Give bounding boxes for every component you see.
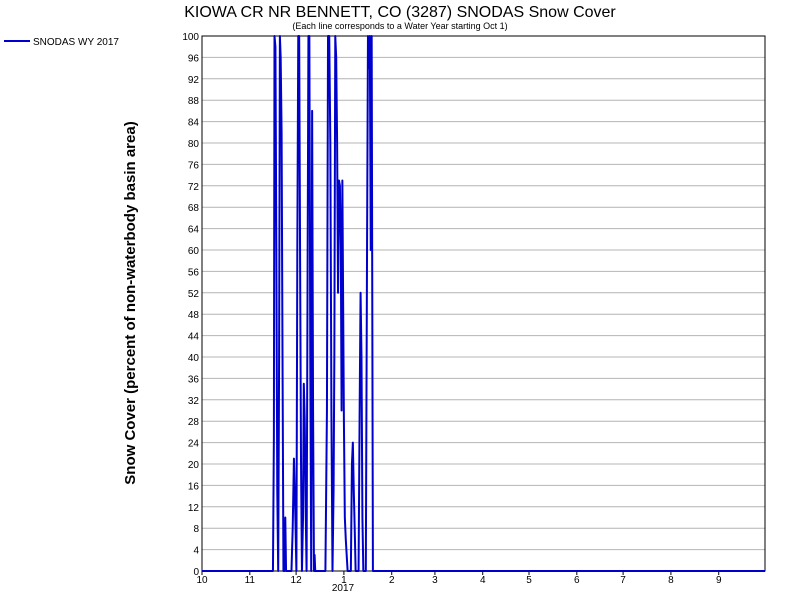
y-tick-label: 56 — [188, 267, 200, 278]
y-tick-label: 52 — [188, 289, 200, 300]
y-tick-label: 4 — [193, 546, 199, 557]
chart-title: KIOWA CR NR BENNETT, CO (3287) SNODAS Sn… — [184, 4, 616, 21]
grid — [201, 35, 765, 575]
y-tick-label: 68 — [188, 203, 200, 214]
y-axis-label: Snow Cover (percent of non-waterbody bas… — [122, 121, 139, 484]
x-tick-label: 7 — [620, 575, 626, 586]
y-tick-label: 76 — [188, 160, 200, 171]
chart-subtitle: (Each line corresponds to a Water Year s… — [292, 21, 507, 31]
x-tick-label: 11 — [245, 575, 256, 586]
x-axis-ticks: 10 11 12 1 2 3 4 5 6 7 8 9 — [196, 575, 722, 586]
y-tick-label: 16 — [188, 481, 200, 492]
y-tick-label: 24 — [188, 439, 200, 450]
legend-label: SNODAS WY 2017 — [33, 37, 119, 48]
y-tick-label: 20 — [188, 460, 200, 471]
y-tick-label: 40 — [188, 353, 200, 364]
y-tick-label: 60 — [188, 246, 200, 257]
y-tick-label: 32 — [188, 396, 200, 407]
y-tick-label: 44 — [188, 332, 200, 343]
year-label: 2017 — [332, 583, 355, 594]
y-tick-label: 64 — [188, 225, 200, 236]
x-tick-label: 2 — [389, 575, 395, 586]
y-tick-label: 72 — [188, 182, 200, 193]
x-tick-label: 10 — [196, 575, 208, 586]
y-tick-label: 36 — [188, 374, 200, 385]
x-tick-label: 4 — [480, 575, 486, 586]
y-tick-label: 88 — [188, 96, 200, 107]
x-tick-label: 6 — [574, 575, 580, 586]
y-tick-label: 48 — [188, 310, 200, 321]
y-axis-ticks: 0481216202428323640444852566064687276808… — [182, 32, 199, 578]
y-tick-label: 96 — [188, 53, 200, 64]
y-tick-label: 8 — [193, 524, 199, 535]
y-tick-label: 80 — [188, 139, 200, 150]
x-tick-label: 5 — [526, 575, 532, 586]
x-tick-label: 12 — [291, 575, 303, 586]
y-tick-label: 92 — [188, 75, 200, 86]
series-line-0 — [202, 35, 765, 572]
plot-area — [201, 35, 766, 572]
x-tick-label: 8 — [668, 575, 674, 586]
y-tick-label: 100 — [182, 32, 199, 43]
y-tick-label: 0 — [193, 567, 199, 578]
y-tick-label: 12 — [188, 503, 200, 514]
y-tick-label: 28 — [188, 417, 200, 428]
y-tick-label: 84 — [188, 118, 200, 129]
x-tick-label: 1 — [341, 575, 347, 586]
x-tick-label: 3 — [432, 575, 438, 586]
x-tick-label: 9 — [716, 575, 722, 586]
series — [202, 35, 765, 572]
